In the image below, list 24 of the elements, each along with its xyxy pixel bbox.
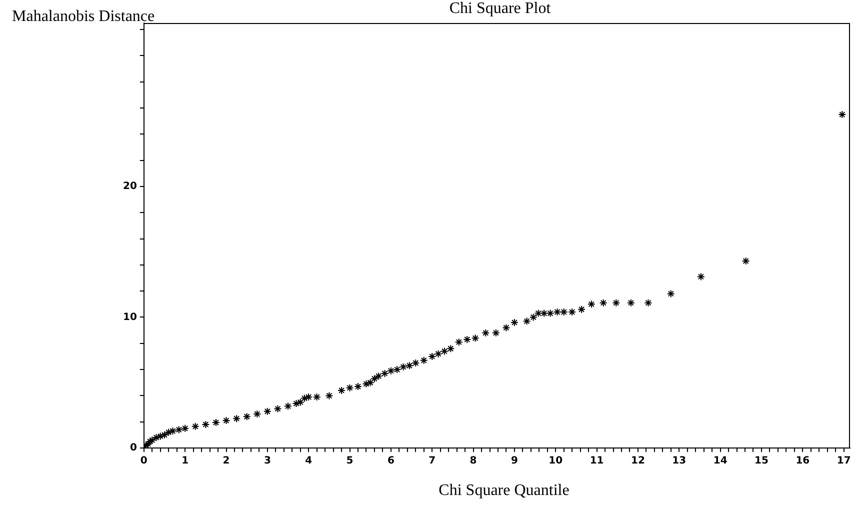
y-axis-title: Mahalanobis Distance [12, 8, 155, 26]
x-tick-label: 12 [631, 456, 645, 467]
x-tick-label: 16 [796, 456, 810, 467]
x-tick-label: 9 [510, 456, 518, 467]
x-tick-label: 1 [182, 456, 189, 467]
y-tick-label: 0 [130, 442, 137, 454]
x-tick-label: 6 [387, 456, 394, 467]
x-tick-label: 15 [754, 456, 768, 467]
x-tick-label: 11 [590, 456, 604, 467]
x-axis-title: Chi Square Quantile [438, 482, 570, 500]
x-tick-label: 3 [264, 456, 271, 467]
x-tick-label: 0 [140, 456, 148, 467]
x-tick-label: 4 [305, 456, 312, 467]
y-tick-label: 20 [122, 181, 137, 192]
x-tick-label: 8 [470, 456, 477, 467]
y-tick-label: 10 [122, 312, 137, 323]
x-tick-label: 17 [836, 456, 851, 467]
x-tick-label: 14 [713, 456, 728, 467]
x-tick-label: 5 [346, 456, 354, 467]
x-tick-label: 7 [428, 456, 436, 467]
chart-title: Chi Square Plot [448, 0, 552, 18]
x-tick-label: 10 [548, 456, 563, 467]
x-tick-label: 2 [222, 456, 230, 467]
x-tick-label: 13 [672, 456, 686, 467]
